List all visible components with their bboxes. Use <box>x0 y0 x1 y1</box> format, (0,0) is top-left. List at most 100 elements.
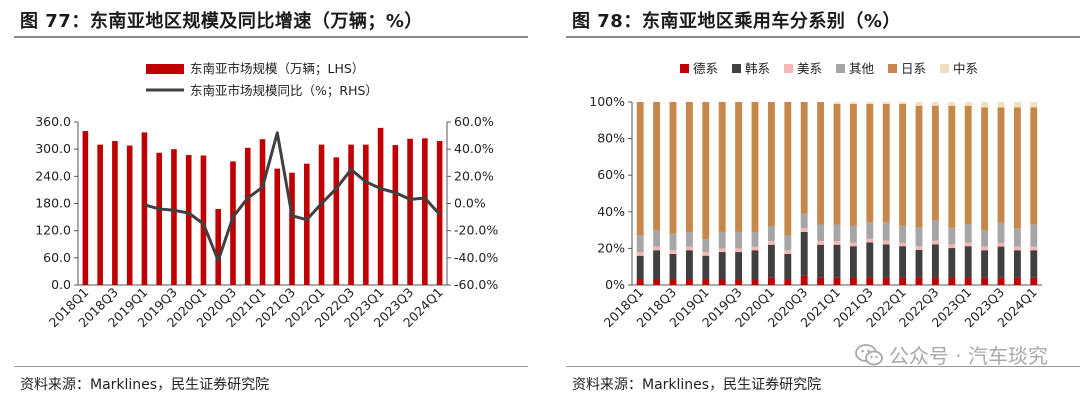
legend-label-yoy: 东南亚市场规模同比（%；RHS） <box>190 83 378 98</box>
legend-label-中系: 中系 <box>953 61 978 76</box>
bar-segment-德系-2023Q1 <box>964 277 972 285</box>
bar-segment-美系-2020Q4 <box>817 241 825 245</box>
bar-segment-美系-2022Q1 <box>899 242 907 247</box>
y-tick-label: 60% <box>597 167 625 182</box>
bar-segment-日系-2020Q3 <box>800 102 808 214</box>
bar-segment-日系-2021Q2 <box>849 103 857 226</box>
bar-segment-其他-2018Q3 <box>669 233 677 251</box>
bar-segment-韩系-2020Q2 <box>784 253 792 280</box>
bar-segment-其他-2022Q2 <box>915 227 923 247</box>
bar-segment-德系-2020Q4 <box>817 277 825 285</box>
bar-segment-德系-2018Q3 <box>669 279 677 285</box>
bar-market-size-2023Q4 <box>422 138 428 285</box>
bar-segment-日系-2022Q1 <box>899 103 907 226</box>
bar-segment-韩系-2022Q2 <box>915 249 923 278</box>
bar-segment-韩系-2021Q4 <box>882 244 890 278</box>
bar-segment-德系-2024Q1 <box>1030 277 1038 285</box>
bar-segment-日系-2019Q2 <box>718 102 726 232</box>
right-y-tick-label: -20.0% <box>454 223 498 238</box>
bar-segment-韩系-2019Q3 <box>735 252 743 280</box>
bar-segment-其他-2019Q1 <box>702 239 710 253</box>
bar-segment-其他-2022Q3 <box>931 220 939 241</box>
bar-segment-中系-2022Q3 <box>931 102 939 106</box>
bar-segment-其他-2022Q4 <box>948 227 956 245</box>
bar-segment-美系-2018Q4 <box>685 246 693 251</box>
bar-segment-德系-2022Q1 <box>899 277 907 285</box>
bar-segment-其他-2023Q3 <box>997 222 1005 243</box>
right-y-tick-label: 0.0% <box>454 196 486 211</box>
line-yoy-growth <box>144 131 441 263</box>
legend-swatch-其他 <box>836 64 845 73</box>
bar-segment-韩系-2020Q4 <box>817 244 825 278</box>
bar-segment-美系-2023Q1 <box>964 242 972 247</box>
legend-label-韩系: 韩系 <box>745 61 770 76</box>
bar-market-size-2023Q1 <box>377 127 384 285</box>
bar-segment-韩系-2021Q2 <box>849 246 857 278</box>
bar-segment-德系-2019Q2 <box>718 279 726 285</box>
bar-market-size-2022Q3 <box>348 144 354 285</box>
left-y-tick-label: 360.0 <box>35 114 71 129</box>
watermark: 公众号 · 汽车琰究 <box>855 340 1048 369</box>
bar-segment-日系-2019Q4 <box>751 102 759 232</box>
bar-segment-其他-2020Q4 <box>817 224 825 242</box>
bar-market-size-2020Q3 <box>230 161 236 285</box>
legend-swatch-中系 <box>940 64 949 73</box>
right-y-tick-label: -60.0% <box>454 277 498 292</box>
bar-segment-日系-2018Q1 <box>636 102 644 236</box>
bar-segment-中系-2022Q2 <box>915 102 923 106</box>
bar-segment-日系-2023Q4 <box>1013 107 1021 229</box>
right-y-tick-label: -40.0% <box>454 250 498 265</box>
bar-market-size-2019Q1 <box>141 132 148 285</box>
bar-segment-德系-2020Q1 <box>767 277 775 285</box>
bar-segment-韩系-2022Q3 <box>931 244 939 278</box>
bar-market-size-2022Q2 <box>333 157 340 285</box>
bar-segment-中系-2023Q3 <box>997 102 1005 108</box>
bar-segment-德系-2022Q2 <box>915 277 923 285</box>
bar-segment-德系-2022Q4 <box>948 277 956 285</box>
bar-segment-其他-2022Q1 <box>899 225 907 243</box>
bar-segment-韩系-2018Q3 <box>669 253 677 280</box>
bar-segment-日系-2019Q1 <box>702 102 710 240</box>
figure-78-source: 资料来源：Marklines，民生证券研究院 <box>572 377 822 393</box>
left-y-tick-label: 60.0 <box>43 250 71 265</box>
bar-market-size-2023Q3 <box>407 138 413 285</box>
bar-segment-日系-2020Q2 <box>784 102 792 236</box>
right-y-tick-label: 20.0% <box>454 168 494 183</box>
bar-segment-韩系-2022Q1 <box>899 246 907 278</box>
bar-segment-日系-2021Q3 <box>866 103 874 223</box>
y-tick-label: 20% <box>597 240 625 255</box>
bar-segment-中系-2023Q2 <box>981 102 989 108</box>
legend-swatch-market-size <box>146 64 184 74</box>
bar-segment-美系-2020Q2 <box>784 250 792 254</box>
bar-segment-韩系-2023Q4 <box>1013 250 1021 278</box>
bar-segment-美系-2019Q4 <box>751 246 759 251</box>
bar-segment-中系-2022Q4 <box>948 102 956 106</box>
bar-market-size-2021Q4 <box>303 163 310 285</box>
bar-segment-美系-2021Q3 <box>866 238 874 243</box>
right-y-tick-label: 60.0% <box>454 114 494 129</box>
figure-78-bottom-rule <box>566 366 1080 367</box>
bar-market-size-2021Q1 <box>259 139 266 285</box>
bar-segment-其他-2019Q4 <box>751 231 759 247</box>
bar-segment-其他-2018Q2 <box>653 230 661 247</box>
legend-label-美系: 美系 <box>797 61 822 76</box>
bar-segment-日系-2022Q2 <box>915 105 923 228</box>
figure-77-title: 图 77：东南亚地区规模及同比增速（万辆；%） <box>20 11 423 32</box>
bar-segment-韩系-2022Q4 <box>948 248 956 278</box>
bar-segment-韩系-2021Q3 <box>866 242 874 278</box>
bar-market-size-2018Q4 <box>126 145 133 285</box>
bar-segment-韩系-2019Q2 <box>718 252 726 280</box>
figure-78-top-rule <box>566 36 1080 38</box>
bar-market-size-2022Q4 <box>363 144 369 285</box>
bar-segment-德系-2019Q3 <box>735 279 743 285</box>
bar-market-size-2021Q2 <box>274 168 281 285</box>
bar-segment-美系-2020Q3 <box>800 228 808 232</box>
bar-market-size-2019Q4 <box>185 155 192 285</box>
watermark-text: 公众号 · 汽车琰究 <box>888 344 1048 368</box>
bar-segment-美系-2024Q1 <box>1030 246 1038 251</box>
bar-segment-德系-2019Q4 <box>751 279 759 285</box>
bar-market-size-2018Q1 <box>82 131 89 285</box>
bar-segment-日系-2019Q3 <box>735 102 743 232</box>
bar-segment-美系-2020Q1 <box>767 241 775 245</box>
bar-segment-德系-2019Q1 <box>702 279 710 285</box>
